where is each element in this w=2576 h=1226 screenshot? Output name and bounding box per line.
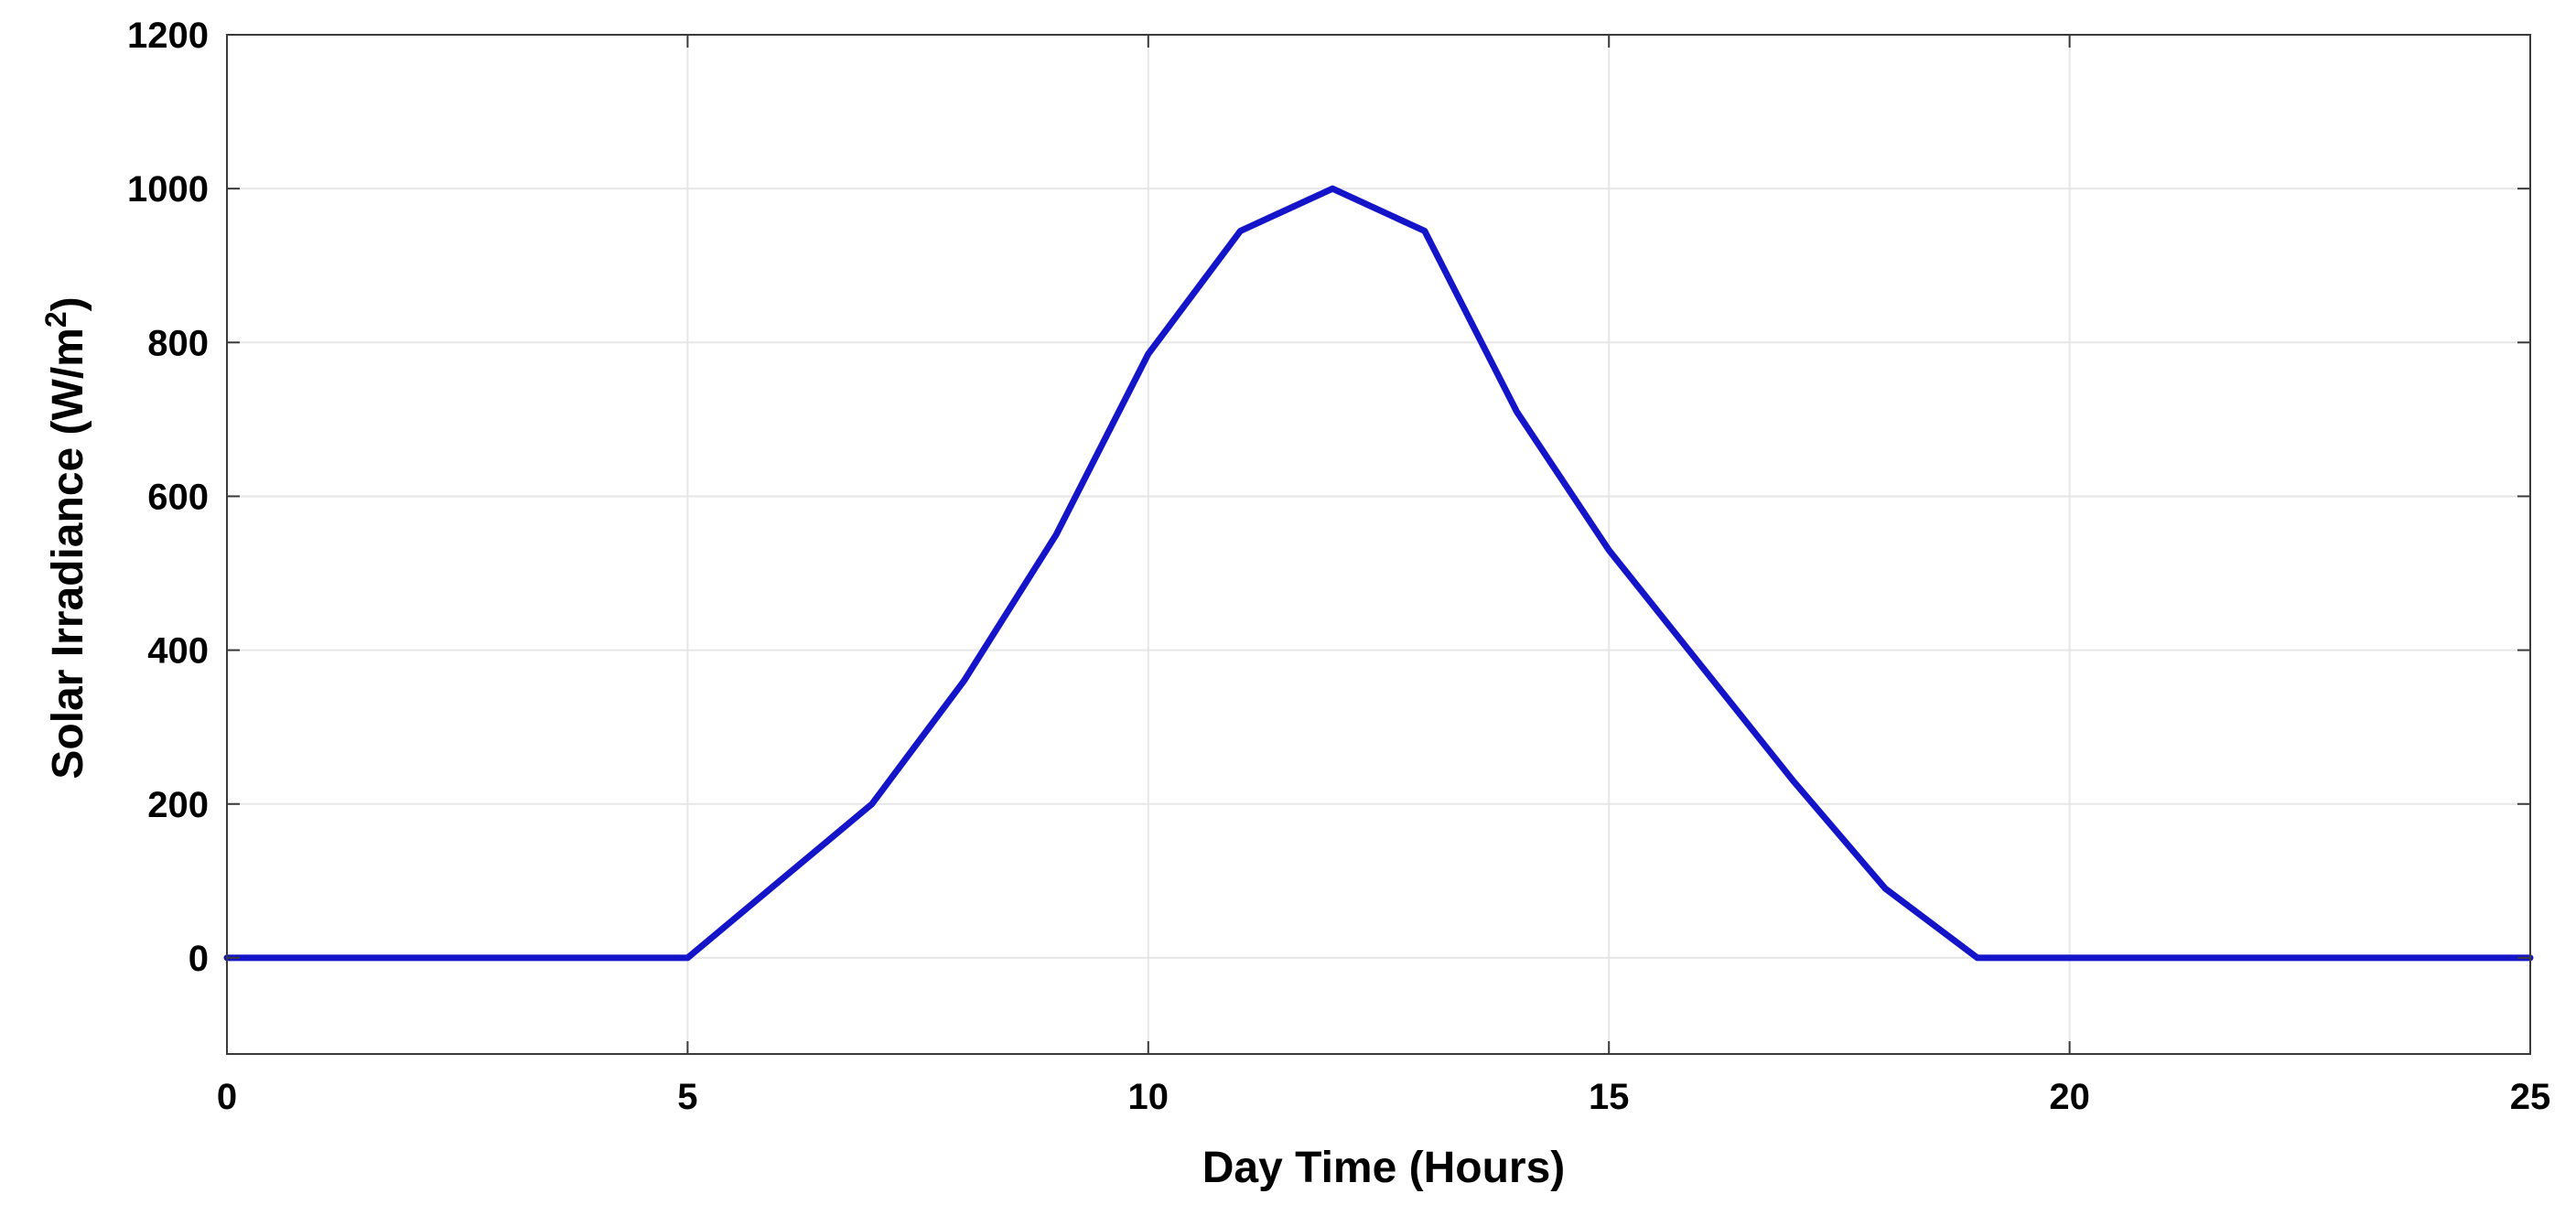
y-tick-label: 600 xyxy=(147,477,209,517)
x-tick-label: 10 xyxy=(1128,1077,1169,1117)
x-tick-label: 5 xyxy=(677,1077,697,1117)
y-axis-title-main: Solar Irradiance (W/m xyxy=(44,328,92,779)
grid xyxy=(226,34,2531,1054)
x-tick-label: 15 xyxy=(1589,1077,1630,1117)
x-ticks: 0 5 10 15 20 25 xyxy=(217,35,2550,1117)
y-ticks: 0 200 400 600 800 1000 1200 xyxy=(127,16,2530,979)
x-tick-label: 20 xyxy=(2049,1077,2090,1117)
series-layer xyxy=(223,185,2534,962)
y-axis-title: Solar Irradiance (W/m2) xyxy=(39,296,92,779)
y-tick-label: 800 xyxy=(147,323,209,363)
y-axis-title-end: ) xyxy=(44,296,92,311)
axes xyxy=(226,34,2531,1055)
y-tick-label: 1200 xyxy=(127,16,209,56)
y-tick-label: 1000 xyxy=(127,169,209,210)
plot-frame xyxy=(226,34,2531,1055)
series-line-0 xyxy=(223,185,2534,962)
y-tick-label: 0 xyxy=(189,939,209,979)
y-axis-title-superscript: 2 xyxy=(39,311,72,328)
x-tick-label: 25 xyxy=(2510,1077,2551,1117)
x-axis-title: Day Time (Hours) xyxy=(1202,1144,1566,1192)
y-tick-label: 400 xyxy=(147,631,209,672)
x-tick-label: 0 xyxy=(217,1077,237,1117)
y-tick-label: 200 xyxy=(147,785,209,825)
